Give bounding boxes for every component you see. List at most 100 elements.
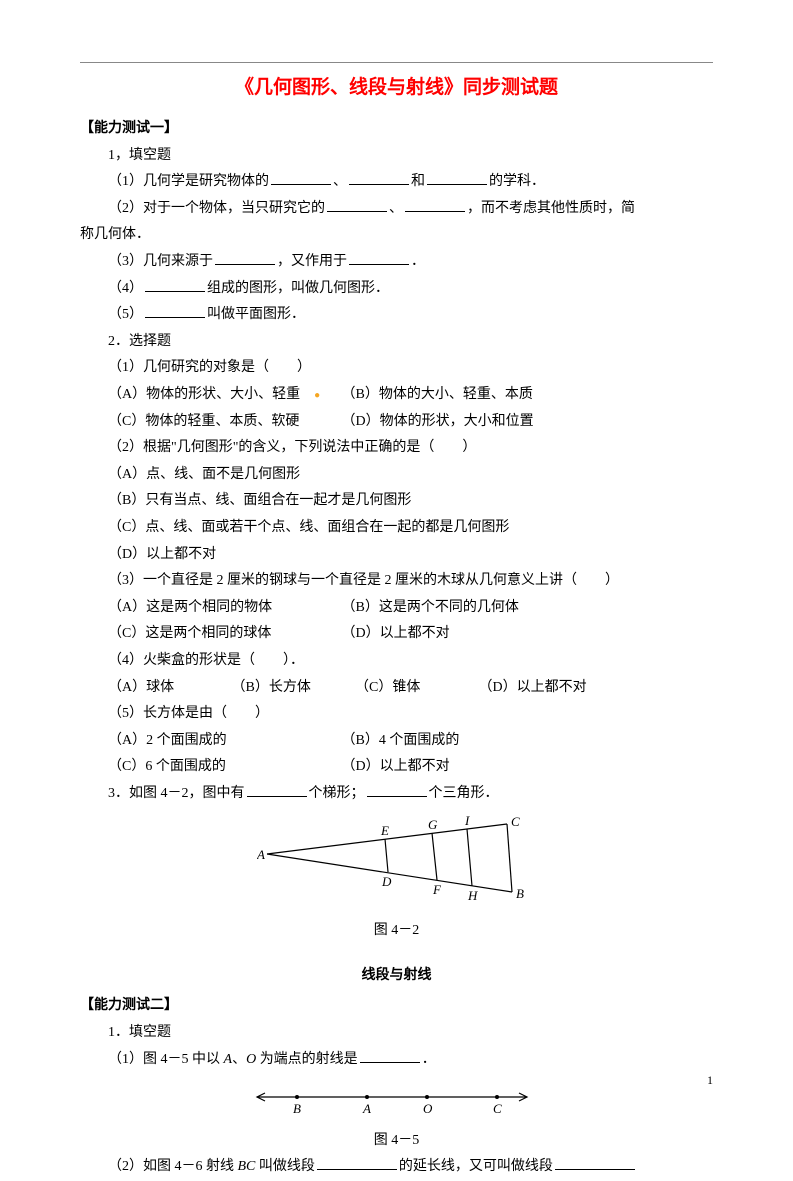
q3-a: 3．如图 4－2，图中有 (108, 786, 245, 801)
blank (349, 251, 409, 265)
q1-head: 1，填空题 (80, 143, 713, 170)
opt-c: （C）这是两个相同的球体 (108, 621, 338, 648)
svg-text:G: G (428, 817, 438, 832)
s2-q1-2-a: （2）如图 4－6 射线 (108, 1159, 238, 1174)
triangle-diagram: ACBEGIDFH (257, 814, 537, 906)
svg-text:B: B (516, 886, 524, 901)
q2-head: 2．选择题 (80, 329, 713, 356)
q1-5-b: 叫做平面图形． (207, 307, 305, 322)
svg-text:F: F (432, 882, 442, 897)
top-rule (80, 62, 713, 63)
q3: 3．如图 4－2，图中有 个梯形； 个三角形． (80, 781, 713, 808)
figure-4-2: ACBEGIDFH (80, 814, 713, 917)
q2-4: （4）火柴盒的形状是（ ）． (80, 648, 713, 675)
q1-3-a: （3）几何来源于 (108, 254, 213, 269)
blank (360, 1049, 420, 1063)
q2-2-d: （D）以上都不对 (80, 542, 713, 569)
q1-1-b: 、 (333, 174, 347, 189)
opt-d: （D）物体的形状，大小和位置 (342, 409, 534, 436)
svg-text:O: O (423, 1101, 433, 1115)
section-1-head: 【能力测试一】 (80, 116, 713, 143)
q1-4-b: 组成的图形，叫做几何图形． (207, 281, 389, 296)
q2-2-c: （C）点、线、面或若干个点、线、面组合在一起的都是几何图形 (80, 515, 713, 542)
svg-text:B: B (293, 1101, 301, 1115)
q2-4-row: （A）球体 （B）长方体 （C）锥体 （D）以上都不对 (80, 675, 713, 702)
svg-text:A: A (362, 1101, 371, 1115)
q1-2-a: （2）对于一个物体，当只研究它的 (108, 201, 325, 216)
q1-1-a: （1）几何学是研究物体的 (108, 174, 269, 189)
var-O: O (246, 1052, 256, 1067)
q2-5-row2: （C）6 个面围成的 （D）以上都不对 (80, 754, 713, 781)
ray-diagram: BAOC (247, 1079, 547, 1115)
s2-q1-1-c: ． (422, 1052, 436, 1067)
q2-3: （3）一个直径是 2 厘米的钢球与一个直径是 2 厘米的木球从几何意义上讲（ ） (80, 568, 713, 595)
opt-a: （A）这是两个相同的物体 (108, 595, 338, 622)
marker-dot-icon: ● (314, 390, 320, 401)
q1-1: （1）几何学是研究物体的 、 和 的学科． (80, 169, 713, 196)
q2-2: （2）根据"几何图形"的含义，下列说法中正确的是（ ） (80, 435, 713, 462)
figure-4-5-caption: 图 4－5 (80, 1128, 713, 1155)
s2-q1-2: （2）如图 4－6 射线 BC 叫做线段的延长线，又可叫做线段 (80, 1154, 713, 1181)
subheading-2: 线段与射线 (80, 963, 713, 990)
opt-c: （C）6 个面围成的 (108, 754, 338, 781)
q1-2-b: 、 (389, 201, 403, 216)
q1-2-cont: 称几何体． (80, 222, 713, 249)
opt-b: （B）物体的大小、轻重、本质 (342, 382, 533, 409)
figure-4-2-caption: 图 4－2 (80, 918, 713, 945)
q1-5: （5）叫做平面图形． (80, 302, 713, 329)
q1-1-d: 的学科． (489, 174, 545, 189)
blank (271, 171, 331, 185)
q2-3-row2: （C）这是两个相同的球体 （D）以上都不对 (80, 621, 713, 648)
opt-d: （D）以上都不对 (479, 675, 587, 702)
svg-text:I: I (464, 814, 470, 828)
opt-c: （C）物体的轻重、本质、软硬 (108, 409, 338, 436)
q1-4-a: （4） (108, 281, 143, 296)
opt-b: （B）4 个面围成的 (342, 728, 460, 755)
opt-a: （A）物体的形状、大小、轻重 ● (108, 382, 338, 409)
blank (555, 1156, 635, 1170)
q2-3-row1: （A）这是两个相同的物体 （B）这是两个不同的几何体 (80, 595, 713, 622)
q2-5: （5）长方体是由（ ） (80, 701, 713, 728)
opt-d: （D）以上都不对 (342, 621, 450, 648)
opt-d: （D）以上都不对 (342, 754, 450, 781)
blank (327, 198, 387, 212)
q2-1-opts-row1: （A）物体的形状、大小、轻重 ● （B）物体的大小、轻重、本质 (80, 382, 713, 409)
blank (349, 171, 409, 185)
q1-2: （2）对于一个物体，当只研究它的 、 ，而不考虑其他性质时，简 (80, 196, 713, 223)
opt-a: （A）2 个面围成的 (108, 728, 338, 755)
opt-a-text: （A）物体的形状、大小、轻重 (108, 387, 300, 402)
blank (145, 278, 205, 292)
q2-5-row1: （A）2 个面围成的 （B）4 个面围成的 (80, 728, 713, 755)
s2-q1-1-a: （1）图 4－5 中以 (108, 1052, 224, 1067)
blank (317, 1156, 397, 1170)
q2-2-a: （A）点、线、面不是几何图形 (80, 462, 713, 489)
svg-text:A: A (257, 847, 265, 862)
blank (145, 304, 205, 318)
svg-text:D: D (381, 874, 392, 889)
s2-q1-2-b: 叫做线段 (255, 1159, 315, 1174)
svg-text:E: E (380, 823, 389, 838)
q2-2-b: （B）只有当点、线、面组合在一起才是几何图形 (80, 488, 713, 515)
q1-2-c: ，而不考虑其他性质时，简 (467, 201, 635, 216)
opt-b: （B）长方体 (232, 675, 352, 702)
opt-c: （C）锥体 (355, 675, 475, 702)
page-title: 《几何图形、线段与射线》同步测试题 (80, 70, 713, 106)
section-2-head: 【能力测试二】 (80, 993, 713, 1020)
opt-b: （B）这是两个不同的几何体 (342, 595, 519, 622)
q1-1-c: 和 (411, 174, 425, 189)
opt-a: （A）球体 (108, 675, 228, 702)
q2-1: （1）几何研究的对象是（ ） (80, 355, 713, 382)
q3-c: 个三角形． (429, 786, 499, 801)
s2-q1-1-mid: 、 (232, 1052, 246, 1067)
var-BC: BC (238, 1159, 256, 1174)
q3-b: 个梯形； (309, 786, 365, 801)
blank (215, 251, 275, 265)
svg-text:C: C (493, 1101, 502, 1115)
q1-4: （4） 组成的图形，叫做几何图形． (80, 276, 713, 303)
page-number: 1 (707, 1069, 713, 1092)
figure-4-5: BAOC (80, 1079, 713, 1126)
s2-q1-head: 1．填空题 (80, 1020, 713, 1047)
q1-3-c: ． (411, 254, 425, 269)
q1-3: （3）几何来源于，又作用于． (80, 249, 713, 276)
blank (247, 783, 307, 797)
